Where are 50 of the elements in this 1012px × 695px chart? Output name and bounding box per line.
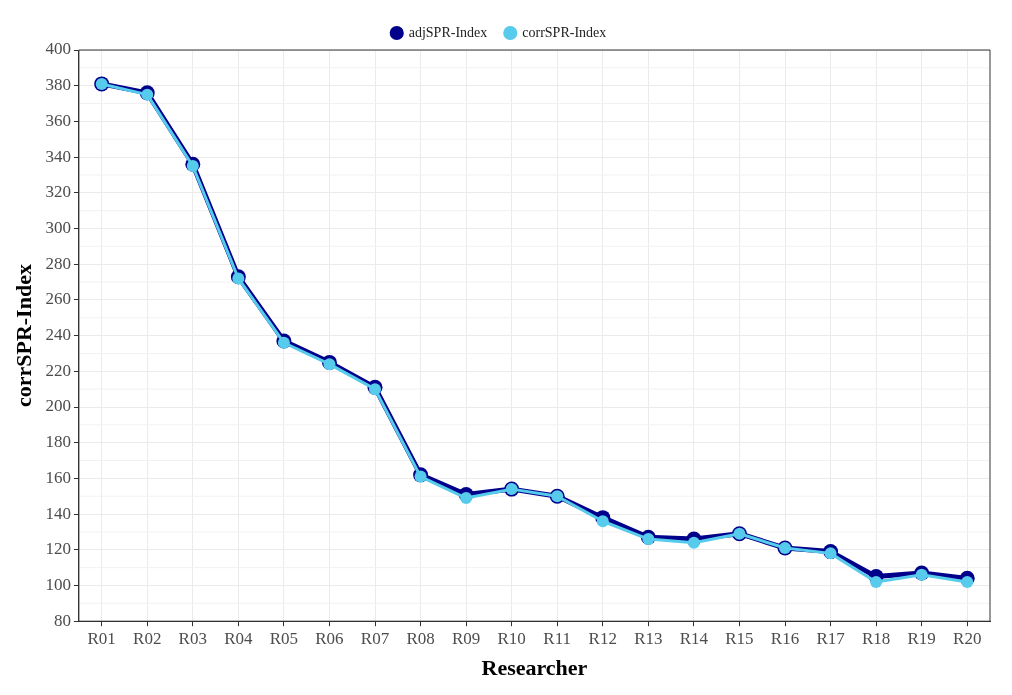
x-tick-label: R19 (907, 628, 936, 648)
x-tick-label: R05 (269, 628, 299, 648)
point (596, 515, 609, 528)
x-tick-label: R07 (360, 628, 390, 648)
x-tick-label: R01 (87, 628, 116, 648)
x-tick-label: R08 (406, 628, 435, 648)
y-tick-label: 200 (45, 396, 71, 416)
y-tick-label: 280 (45, 253, 71, 273)
y-tick-label: 380 (45, 75, 71, 95)
point (870, 575, 883, 588)
point (961, 575, 974, 588)
x-tick-label: R12 (588, 628, 617, 648)
x-tick-label: R17 (816, 628, 846, 648)
point (642, 533, 655, 546)
y-tick-label: 360 (45, 110, 71, 130)
x-tick-label: R02 (133, 628, 162, 648)
point (323, 358, 336, 371)
y-tick-label: 120 (45, 539, 71, 559)
y-tick-label: 400 (45, 39, 71, 59)
y-tick-label: 340 (45, 146, 71, 166)
y-tick-label: 80 (53, 610, 71, 630)
point (186, 160, 199, 173)
y-tick-label: 180 (45, 432, 71, 452)
point (687, 536, 700, 549)
legend-label: adjSPR-Index (408, 24, 488, 40)
y-tick-label: 240 (45, 325, 71, 345)
x-tick-label: R16 (770, 628, 800, 648)
x-tick-label: R10 (497, 628, 526, 648)
x-tick-label: R11 (543, 628, 572, 648)
x-tick-label: R04 (224, 628, 254, 648)
x-tick-label: R13 (634, 628, 663, 648)
y-tick-label: 100 (45, 574, 71, 594)
y-axis-title: corrSPR-Index (10, 264, 36, 408)
y-tick-label: 260 (45, 289, 71, 309)
legend-label: corrSPR-Index (522, 24, 607, 40)
x-tick-label: R20 (953, 628, 982, 648)
x-tick-label: R14 (679, 628, 709, 648)
x-tick-label: R03 (178, 628, 207, 648)
point (369, 383, 382, 396)
x-tick-label: R06 (315, 628, 344, 648)
x-tick-label: R18 (861, 628, 891, 648)
point (460, 492, 473, 505)
y-tick-label: 320 (45, 182, 71, 202)
y-tick-label: 300 (45, 217, 71, 237)
x-tick-label: R15 (725, 628, 754, 648)
x-tick-label: R09 (451, 628, 481, 648)
y-tick-label: 140 (45, 503, 71, 523)
x-axis-title: Researcher (481, 655, 588, 681)
y-tick-label: 220 (45, 360, 71, 380)
y-tick-label: 160 (45, 467, 71, 487)
